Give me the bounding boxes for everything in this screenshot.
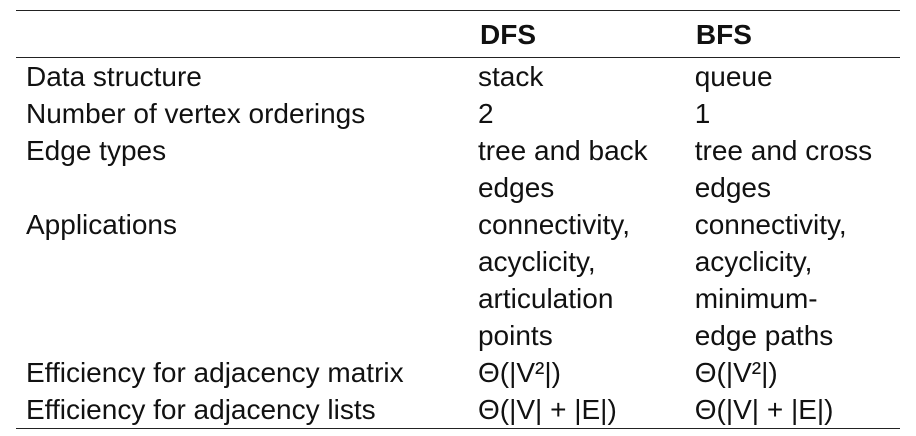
header-blank [16, 11, 480, 57]
table-row: Data structure stack queue [16, 58, 900, 95]
bfs-cell-line: queue [694, 61, 773, 92]
dfs-cell: tree and back edges [478, 132, 695, 206]
dfs-cell-line: connectivity, [477, 209, 630, 240]
row-label: Applications [26, 209, 177, 240]
bfs-cell-line: edge paths [694, 320, 834, 351]
table-row: Applications connectivity, acyclicity, arti… [16, 206, 900, 354]
dfs-bfs-comparison-table: DFS BFS [16, 11, 900, 57]
bfs-cell: tree and cross edges [695, 132, 900, 206]
dfs-cell: connectivity, acyclicity, articulation poin… [478, 206, 695, 354]
dfs-cell-line: stack [477, 61, 544, 92]
dfs-cell-line: 2 [477, 98, 494, 129]
row-label: Edge types [26, 135, 167, 166]
bfs-cell: connectivity, acyclicity, minimum-edge pat… [695, 206, 900, 354]
table-row: Efficiency for adjacency matrix Θ(|V²|) Θ(… [16, 354, 900, 391]
row-label: Data structure [26, 61, 202, 92]
row-label: Efficiency for adjacency matrix [26, 357, 404, 388]
bfs-cell-line: tree and cross [694, 135, 873, 166]
bfs-cell: queue [695, 58, 900, 95]
row-label: Number of vertex orderings [26, 98, 366, 129]
dfs-cell: 2 [478, 95, 695, 132]
header-bfs: BFS [695, 18, 752, 50]
dfs-cell-line: edges [477, 172, 555, 203]
dfs-cell: Θ(|V²|) [478, 354, 695, 391]
dfs-cell-line: points [477, 320, 553, 351]
dfs-cell: Θ(|V| + |E|) [478, 391, 695, 428]
bfs-cell-line: Θ(|V| + |E|) [694, 394, 834, 425]
header-row: DFS BFS [16, 11, 900, 57]
bfs-cell-line: acyclicity, [694, 246, 813, 277]
table-header-rule [16, 57, 900, 58]
table-row: Number of vertex orderings 2 1 [16, 95, 900, 132]
table-top-rule [16, 10, 900, 11]
header-dfs: DFS [480, 18, 537, 50]
bfs-cell-line: Θ(|V²|) [694, 357, 778, 388]
comparison-table-body: Data structure stack queue Number of vertex… [16, 58, 900, 428]
bfs-cell: 1 [695, 95, 900, 132]
comparison-table-container: DFS BFS Data structure stack queue Number o… [16, 10, 900, 429]
dfs-cell-line: articulation [477, 283, 614, 314]
dfs-cell-line: Θ(|V²|) [477, 357, 561, 388]
bfs-cell: Θ(|V| + |E|) [695, 391, 900, 428]
table-row: Edge types tree and back edges tree and cro… [16, 132, 900, 206]
dfs-cell: stack [478, 58, 695, 95]
table-row: Efficiency for adjacency lists Θ(|V| + |E… [16, 391, 900, 428]
bfs-cell-line: 1 [694, 98, 711, 129]
bfs-cell: Θ(|V²|) [695, 354, 900, 391]
bfs-cell-line: minimum- [694, 283, 818, 314]
bfs-cell-line: edges [694, 172, 772, 203]
row-label: Efficiency for adjacency lists [26, 394, 376, 425]
bfs-cell-line: connectivity, [694, 209, 847, 240]
dfs-cell-line: tree and back [477, 135, 648, 166]
dfs-cell-line: acyclicity, [477, 246, 596, 277]
dfs-cell-line: Θ(|V| + |E|) [477, 394, 617, 425]
table-bottom-rule [16, 428, 900, 429]
